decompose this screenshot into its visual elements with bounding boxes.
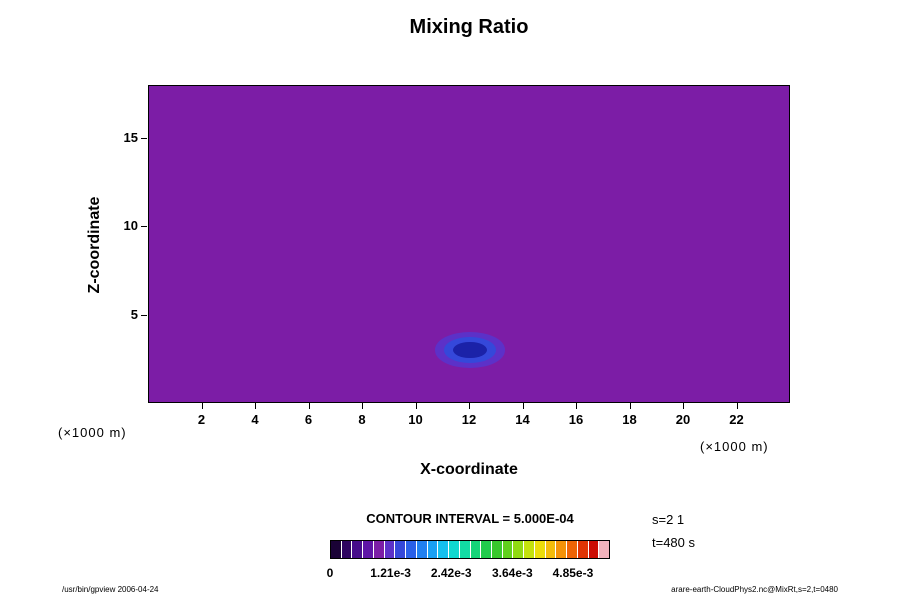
x-tick-mark [469,403,470,409]
x-tick-mark [415,403,417,409]
x-tick-label: 4 [251,412,259,427]
colorbar-tick-label: 3.64e-3 [491,566,533,580]
x-tick-mark [308,403,310,409]
colorbar-segment [470,541,481,558]
x-tick-mark [201,403,203,409]
x-axis-unit: (×1000 m) [700,439,769,454]
x-tick-label: 2 [197,412,206,427]
x-tick-label: 18 [622,412,637,427]
annotation-t: t=480 s [652,535,696,550]
colorbar-segment [449,541,459,558]
y-tick-label: 15 [123,130,138,145]
colorbar-segment [545,541,556,558]
colorbar [330,540,610,559]
colorbar-segment [556,541,567,558]
y-axis-label: Z-coordinate [86,196,103,294]
x-tick-mark [576,403,577,409]
colorbar-tick-label: 2.42e-3 [430,566,472,580]
colorbar-segment [481,541,492,558]
y-tick-mark [141,138,147,139]
colorbar-segment [341,541,352,558]
x-tick-label: 14 [515,412,530,427]
x-tick-label: 10 [408,412,423,427]
colorbar-segment [513,541,524,558]
contour-interval-text: CONTOUR INTERVAL = 5.000E-04 [366,511,574,526]
colorbar-segment [599,541,610,558]
plot-area [148,85,790,403]
colorbar-segment [384,541,395,558]
y-tick-label: 5 [130,306,138,322]
colorbar-segment [427,541,438,558]
annotation-s: s=2 1 [652,512,685,527]
colorbar-segment [395,541,406,558]
footer-command-text: /usr/bin/gpview 2006-04-24 [62,585,159,594]
x-tick-label: 16 [568,412,584,427]
colorbar-segment [352,541,363,558]
chart-title: Mixing Ratio [409,16,529,38]
colorbar-segment [524,541,534,558]
colorbar-tick-label: 4.85e-3 [552,566,594,580]
colorbar-segment [406,541,416,558]
y-tick-label: 10 [123,218,138,234]
y-tick-mark [141,226,147,228]
colorbar-tick-label: 0 [326,566,334,580]
x-tick-label: 12 [461,412,477,427]
y-axis-unit: (×1000 m) [58,425,127,440]
x-tick-label: 20 [675,412,691,427]
x-axis-label: X-coordinate [420,461,518,478]
colorbar-segment [438,541,449,558]
colorbar-tick-label: 1.21e-3 [370,566,411,580]
colorbar-segment [567,541,577,558]
footer-dataset-text: arare-earth-CloudPhys2.nc@MixRt,s=2,t=04… [671,585,838,594]
colorbar-segment [588,541,599,558]
x-tick-mark [683,403,684,409]
contour-ring [453,341,487,359]
x-tick-mark [522,403,524,409]
x-tick-label: 8 [358,412,366,427]
x-tick-mark [362,403,363,409]
x-tick-label: 6 [304,412,313,427]
colorbar-segment [459,541,470,558]
colorbar-segment [492,541,502,558]
y-tick-mark [141,314,147,316]
x-tick-mark [736,403,738,409]
colorbar-segment [373,541,384,558]
x-tick-mark [255,403,256,409]
colorbar-segment [577,541,588,558]
colorbar-segment [331,541,341,558]
colorbar-segment [534,541,545,558]
colorbar-segment [416,541,427,558]
x-tick-label: 22 [729,412,744,427]
x-tick-mark [629,403,631,409]
colorbar-segment [363,541,373,558]
colorbar-segment [502,541,513,558]
